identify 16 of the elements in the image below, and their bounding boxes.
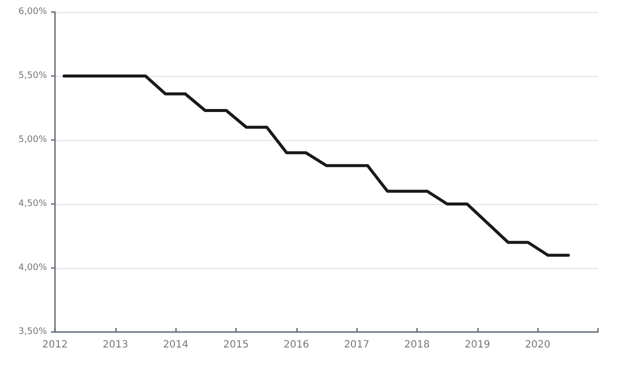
- x-tick-label: 2017: [344, 340, 370, 350]
- line-series: [62, 74, 570, 257]
- x-tick-label: 2012: [42, 340, 68, 350]
- x-tick-label: 2018: [404, 340, 430, 350]
- y-tick-label: 4,50%: [18, 199, 48, 209]
- x-tick-label: 2015: [223, 340, 249, 350]
- x-tick-label: 2016: [284, 340, 310, 350]
- x-tick-label: 2019: [464, 340, 490, 350]
- y-tick-label: 5,50%: [18, 71, 48, 81]
- x-tick-label: 2014: [162, 340, 188, 350]
- x-tick-label: 2020: [524, 340, 550, 350]
- y-tick-label: 6,00%: [18, 7, 48, 17]
- y-tick-label: 3,50%: [18, 327, 48, 337]
- y-tick-label: 5,00%: [18, 135, 48, 145]
- x-tick-label: 2013: [102, 340, 128, 350]
- y-tick-label: 4,00%: [18, 263, 48, 273]
